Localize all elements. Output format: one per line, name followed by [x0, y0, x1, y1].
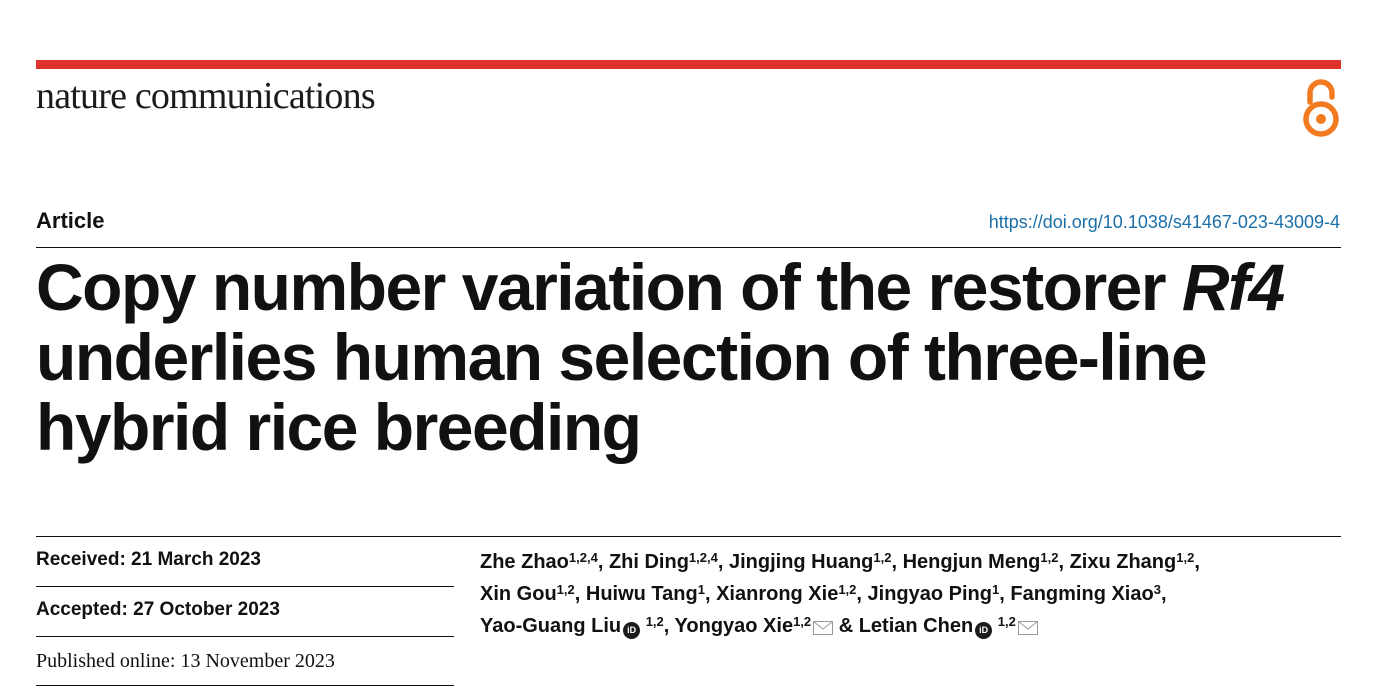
email-icon[interactable]: [813, 621, 834, 635]
author[interactable]: Zixu Zhang1,2: [1069, 550, 1195, 573]
author[interactable]: Fangming Xiao3: [1010, 582, 1161, 605]
author[interactable]: Hengjun Meng1,2: [902, 550, 1059, 573]
gene-name: Rf4: [1181, 250, 1285, 324]
journal-accent-bar: [36, 60, 1341, 69]
history-divider: [36, 586, 454, 587]
email-icon[interactable]: [1017, 621, 1038, 635]
orcid-icon[interactable]: iD: [975, 622, 993, 639]
open-access-icon: [1303, 79, 1339, 137]
accepted-date: Accepted: 27 October 2023: [36, 599, 280, 620]
author[interactable]: Yao-Guang Liu iD 1,2: [480, 614, 664, 639]
author[interactable]: Yongyao Xie1,2: [675, 615, 834, 637]
author[interactable]: Huiwu Tang1: [585, 582, 705, 605]
received-date: Received: 21 March 2023: [36, 549, 261, 570]
author[interactable]: Jingjing Huang1,2: [728, 550, 892, 573]
author[interactable]: Letian Chen iD 1,2: [859, 615, 1038, 639]
title-divider: [36, 536, 1341, 537]
author[interactable]: Jingyao Ping1: [867, 582, 1000, 605]
author[interactable]: Zhe Zhao1,2,4: [480, 550, 598, 573]
article-title: Copy number variation of the restorer Rf…: [36, 250, 1285, 464]
history-divider: [36, 636, 454, 637]
published-date: Published online: 13 November 2023: [36, 650, 335, 672]
orcid-icon[interactable]: iD: [623, 622, 641, 639]
author-list: Zhe Zhao1,2,4, Zhi Ding1,2,4, Jingjing H…: [480, 550, 1200, 639]
author[interactable]: Zhi Ding1,2,4: [608, 550, 718, 573]
author[interactable]: Xin Gou1,2: [480, 582, 575, 605]
header-divider: [36, 247, 1341, 248]
doi-link[interactable]: https://doi.org/10.1038/s41467-023-43009…: [988, 212, 1340, 232]
author[interactable]: Xianrong Xie1,2: [716, 582, 857, 605]
journal-name[interactable]: nature communications: [36, 75, 376, 117]
article-type-label: Article: [36, 208, 105, 233]
history-divider: [36, 685, 454, 686]
